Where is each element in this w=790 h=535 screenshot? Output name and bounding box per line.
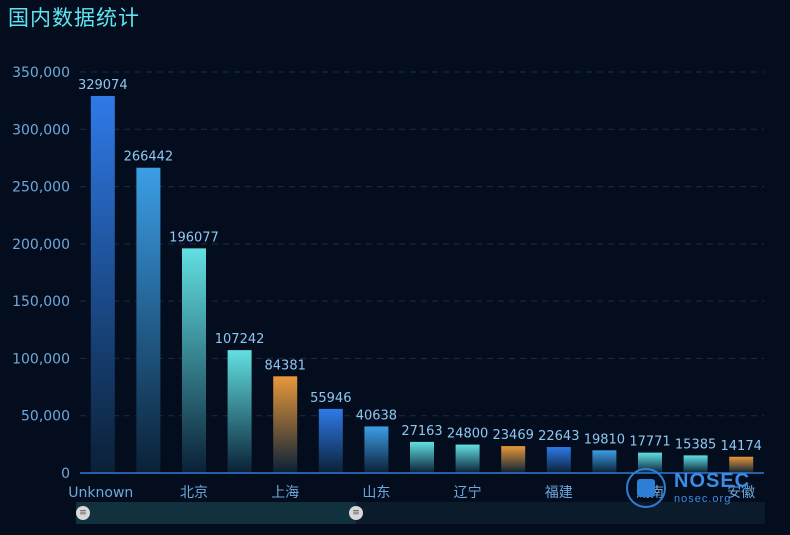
bar[interactable] (410, 441, 434, 473)
bar[interactable] (501, 446, 526, 473)
bar[interactable] (227, 350, 252, 473)
x-tick-label: 山东 (362, 485, 390, 500)
bar-value-label: 23469 (493, 428, 534, 443)
bar[interactable] (318, 408, 343, 473)
y-tick-label: 100,000 (12, 351, 70, 367)
bar-value-label: 55946 (310, 391, 351, 406)
x-tick-label: 上海 (271, 485, 299, 500)
bar-value-label: 15385 (675, 437, 716, 452)
y-axis: 0 50,000 100,000 150,000 200,000 250,000 300,0… (12, 65, 70, 482)
data-zoom-slider[interactable]: ≡ ≡ (76, 502, 765, 524)
zoom-start-handle[interactable]: ≡ (76, 506, 90, 520)
bar-value-label: 40638 (356, 408, 397, 423)
bar[interactable] (455, 444, 480, 473)
y-tick-label: 150,000 (12, 294, 70, 310)
bar-value-label: 22643 (538, 429, 579, 444)
zoom-selected-range[interactable] (76, 502, 356, 524)
y-tick-label: 0 (61, 466, 70, 482)
bar-value-label: 14174 (721, 439, 762, 454)
bar[interactable] (136, 167, 161, 474)
bar-chart: 0 50,000 100,000 150,000 200,000 250,000 300,0… (12, 65, 764, 500)
bar-value-label: 17771 (629, 435, 670, 450)
bar[interactable] (592, 450, 617, 473)
y-tick-label: 350,000 (12, 65, 70, 81)
bar[interactable] (683, 455, 708, 473)
bar-value-label: 24800 (447, 427, 488, 442)
chart-title: 国内数据统计 (8, 6, 140, 30)
bar[interactable] (182, 248, 206, 473)
bar-value-label: 329074 (78, 78, 128, 93)
bar-value-label: 196077 (169, 230, 219, 245)
y-tick-label: 300,000 (12, 122, 70, 138)
bar-value-label: 19810 (584, 432, 625, 447)
bar[interactable] (273, 376, 298, 473)
x-tick-label: 北京 (180, 485, 208, 500)
bar-value-label: 107242 (215, 332, 265, 347)
x-tick-label: 安徽 (727, 485, 755, 500)
bar[interactable] (546, 447, 571, 473)
x-tick-label: 福建 (545, 485, 573, 500)
bar[interactable] (729, 456, 754, 473)
bar[interactable] (364, 426, 389, 473)
bar-value-label: 27163 (401, 424, 442, 439)
bars (90, 95, 754, 474)
bar[interactable] (638, 452, 662, 473)
y-tick-label: 50,000 (21, 409, 70, 425)
bar-value-label: 266442 (124, 150, 174, 165)
x-tick-label: 湖南 (636, 485, 664, 500)
y-tick-label: 200,000 (12, 237, 70, 253)
x-axis: Unknown 北京 上海 山东 辽宁 福建 湖南 安徽 (68, 472, 764, 500)
x-tick-label: Unknown (68, 485, 133, 500)
y-tick-label: 250,000 (12, 180, 70, 196)
bar[interactable] (90, 95, 115, 473)
bar-value-label: 84381 (265, 358, 306, 373)
zoom-end-handle[interactable]: ≡ (349, 506, 363, 520)
x-tick-label: 辽宁 (454, 484, 482, 500)
